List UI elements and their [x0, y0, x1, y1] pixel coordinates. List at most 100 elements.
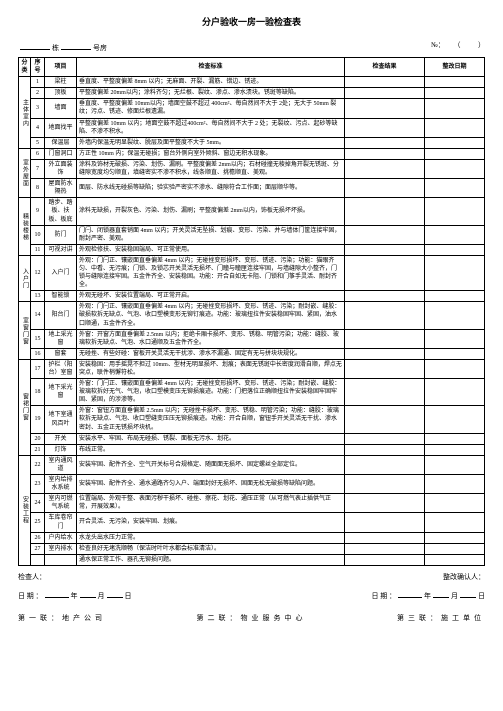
seq-cell: 9: [31, 198, 45, 225]
date-cell: [425, 554, 485, 565]
std-cell: 门闩、闭锁器直套销面 4mm 以内；开关灵活无坠损、划痕、变形、污染、并与墙体门…: [77, 225, 345, 244]
result-cell: [345, 348, 425, 359]
std-cell: 布线正常。: [77, 444, 345, 455]
inspection-table: 分类 序号 项目 检查标准 检查结果 整改日期 主体室内1梁柱垂直度、平整度偏差…: [18, 57, 485, 566]
table-row: 15地上采光窗外窗：开窗方面直垂偏差 2.5mm 以内；拒绝卡厢卡损坏、变形、锈…: [19, 329, 485, 348]
date-cell: [425, 244, 485, 255]
year-l: 年: [71, 591, 78, 601]
result-cell: [345, 118, 425, 137]
result-cell: [345, 543, 425, 554]
paren-close: ）: [478, 41, 485, 49]
std-cell: 安装水平、牢固、布局无碰损、锈裂、面板无污水、划花。: [77, 433, 345, 444]
item-cell: 踏步、踏板、扶板、板底: [45, 198, 77, 225]
table-row: 4地面找平平整度偏差 10mm 以内；地面空鼓不超过400cm²、每自然间不大于…: [19, 118, 485, 137]
result-cell: [345, 433, 425, 444]
table-row: 8屋面防水隔热面层、防水线无碰损等缺陷；验实验严密实不渗水、缝隙符合工作面；面层…: [19, 179, 485, 198]
std-cell: 安装稳固：用手摇晃不担过 10mm、型材无明显损坏、划痕；表面无锈斑中长密度润滑…: [77, 359, 345, 378]
seq-cell: 17: [31, 359, 45, 378]
seq-cell: 15: [31, 329, 45, 348]
page-title: 分户验收一房一验检查表: [18, 15, 485, 28]
result-cell: [345, 99, 425, 118]
std-cell: 面层、防水线无碰损等缺陷；验实验严密实不渗水、缝隙符合工作面；面层顺华等。: [77, 179, 345, 198]
std-cell: 涂料无缺损，开裂灰色、污染、划伤、漏刷；平整度偏差 2mm以内，饰板无损坏坏损。: [77, 198, 345, 225]
seq-cell: 20: [31, 433, 45, 444]
seq-cell: 24: [31, 494, 45, 513]
date-cell: [425, 455, 485, 474]
std-cell: 通水保正常工作、器孔无铆损问题。: [77, 554, 345, 565]
seq-cell: 16: [31, 348, 45, 359]
std-cell: 开合灵活、无污染，安装牢固、划痕。: [77, 513, 345, 532]
seq-cell: 27: [31, 543, 45, 554]
room-label: 号房: [93, 43, 107, 53]
dist-1: 第一联：地产公司: [18, 613, 106, 623]
table-row: 13智能锁外观无碰坏、安装位置端局、可正常开启。: [19, 291, 485, 302]
result-cell: [345, 475, 425, 494]
result-cell: [345, 148, 425, 159]
std-cell: 涂料及饰材无破损、污染、划伤、漏刷。平整度偏差 2mm以内；石材碰撞无棱掉角开裂…: [77, 159, 345, 178]
date-cell: [425, 513, 485, 532]
item-cell: 开关: [45, 433, 77, 444]
table-row: 通水保正常工作、器孔无铆损问题。: [19, 554, 485, 565]
item-cell: 智能锁: [45, 291, 77, 302]
result-cell: [345, 291, 425, 302]
result-cell: [345, 406, 425, 433]
seq-cell: 2: [31, 88, 45, 99]
item-cell: 防门: [45, 225, 77, 244]
day-r: 日: [478, 591, 485, 601]
item-cell: 灯饰: [45, 444, 77, 455]
year-blank-r: [398, 588, 422, 598]
seq-cell: 10: [31, 225, 45, 244]
result-cell: [345, 455, 425, 474]
date-cell: [425, 359, 485, 378]
result-cell: [345, 225, 425, 244]
std-cell: 垂直度、平整度偏差 10mm以内；墙面空鼓不超过 400cm²、每自然间不大于 …: [77, 99, 345, 118]
table-row: 入户门12入户门外观：门闩正、镶嵌面直垂偏差 4mm 以内；无碰挫变形损坏、变形…: [19, 255, 485, 290]
table-row: 26户内给水水龙头出水压力正常。: [19, 532, 485, 543]
table-row: 窗裙门窗17护栏（阳台）室窗安装稳固：用手摇晃不担过 10mm、型材无明显损坏、…: [19, 359, 485, 378]
std-cell: 方正性 10mm 内；保温无碰损；窗台外侧向室外倾斜、窗边无积水现象。: [77, 148, 345, 159]
building-blank: [20, 40, 50, 50]
std-cell: 外窗：开窗方面直垂偏差 2.5mm 以内；拒绝卡厢卡损坏、变形、锈稳、明管污染；…: [77, 329, 345, 348]
table-row: 室外屋面6门窗洞口方正性 10mm 内；保温无碰损；窗台外侧向室外倾斜、窗边无积…: [19, 148, 485, 159]
result-cell: [345, 159, 425, 178]
std-cell: 外窗：门闩正、镶嵌面直垂偏差 4mm 以内；无碰挫变形损坏、变形、锈迹、污染；耐…: [77, 379, 345, 406]
month-l: 月: [98, 591, 105, 601]
result-cell: [345, 179, 425, 198]
std-cell: 外观：门闩正、镶嵌面直垂偏差 4mm 以内；无碰挫变形损坏、变形、锈迹、污染；功…: [77, 255, 345, 290]
table-row: 7外立面装饰涂料及饰材无破损、污染、划伤、漏刷。平整度偏差 2mm以内；石材碰撞…: [19, 159, 485, 178]
result-cell: [345, 137, 425, 148]
result-cell: [345, 513, 425, 532]
date-line: 日 期 ： 年 月 日 日 期 ： 年 月 日: [18, 588, 485, 601]
table-row: 24室内可燃气系统位置端局、外观干整、表面污秽干损坏、碰挫、擦花、划花、通压正常…: [19, 494, 485, 513]
item-cell: 户内给水: [45, 532, 77, 543]
std-cell: 安装牢固、配件齐全、空气开关标号合规格定、随面面无损坏、固定螺丝全部定位。: [77, 455, 345, 474]
table-row: 18地下采光窗外窗：门闩正、镶嵌面直垂偏差 4mm 以内；无碰挫变形损坏、变形、…: [19, 379, 485, 406]
seq-cell: 21: [31, 444, 45, 455]
seq-cell: 4: [31, 118, 45, 137]
seq-cell: 23: [31, 475, 45, 494]
category-cell: 室外屋面: [19, 148, 31, 197]
result-cell: [345, 244, 425, 255]
date-cell: [425, 475, 485, 494]
date-cell: [425, 348, 485, 359]
seq-cell: 19: [31, 406, 45, 433]
date-cell: [425, 77, 485, 88]
result-cell: [345, 494, 425, 513]
table-row: 27室内排水检查良好无堵洗顺畅（保洁时叶叶水都会标准清洁）。: [19, 543, 485, 554]
table-row: 19地下室通风百叶外窗：窗钮方面直垂偏差 2.5mm 以内；无碰挫卡损坏、变形、…: [19, 406, 485, 433]
result-cell: [345, 444, 425, 455]
year-r: 年: [424, 591, 431, 601]
std-cell: 外窗：窗钮方面直垂偏差 2.5mm 以内；无碰挫卡损坏、变形、锈稳、明管污染；功…: [77, 406, 345, 433]
table-row: 21灯饰布线正常。: [19, 444, 485, 455]
th-res: 检查结果: [345, 58, 425, 77]
header-bar: 栋 号房 №： （ ）: [18, 40, 485, 53]
date-cell: [425, 137, 485, 148]
std-cell: 垂直度、平整度偏差 8mm 以内；无麻面、开裂、漏筋、错边、锈迹。: [77, 77, 345, 88]
std-cell: 外观无碰坏、安装位置端局、可正常开启。: [77, 291, 345, 302]
year-blank-l: [45, 588, 69, 598]
seq-cell: 1: [31, 77, 45, 88]
table-row: 10防门门闩、闭锁器直套销面 4mm 以内；开关灵活无坠损、划痕、变形、污染、并…: [19, 225, 485, 244]
category-cell: 主体室内: [19, 77, 31, 149]
month-r: 月: [451, 591, 458, 601]
table-row: 安装工程22室内通风道安装牢固、配件齐全、空气开关标号合规格定、随面面无损坏、固…: [19, 455, 485, 474]
